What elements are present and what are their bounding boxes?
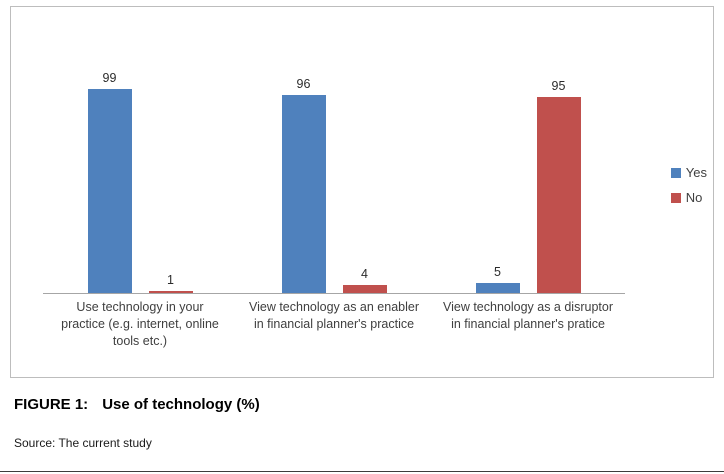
legend-swatch-icon bbox=[670, 192, 681, 203]
bar-yes: 96 bbox=[281, 77, 326, 293]
category-label: View technology as a disruptor in financ… bbox=[431, 299, 625, 350]
legend-item-no: No bbox=[670, 190, 707, 205]
legend-swatch-icon bbox=[670, 167, 681, 178]
bottom-divider bbox=[0, 471, 724, 472]
bar-yes: 99 bbox=[87, 71, 132, 293]
bar bbox=[281, 95, 326, 293]
bar-group: 99 1 bbox=[43, 71, 237, 293]
figure-caption: FIGURE 1: Use of technology (%) bbox=[14, 396, 260, 413]
bar-value-label: 5 bbox=[494, 264, 501, 279]
figure-caption-label: FIGURE 1: bbox=[14, 396, 89, 413]
bar-value-label: 96 bbox=[296, 77, 311, 92]
chart-frame: 99 1 96 4 5 95 Use technology in your practic… bbox=[10, 6, 714, 378]
bar-value-label: 95 bbox=[551, 79, 566, 94]
bar bbox=[87, 89, 132, 293]
legend-label: Yes bbox=[685, 165, 707, 180]
category-label-text: View technology as a disruptor in financ… bbox=[442, 300, 613, 331]
bar-group: 5 95 bbox=[431, 79, 625, 293]
bar-no: 1 bbox=[148, 273, 193, 293]
legend: Yes No bbox=[670, 165, 707, 205]
legend-item-yes: Yes bbox=[670, 165, 707, 180]
figure-caption-text: Use of technology (%) bbox=[102, 396, 260, 413]
category-label: View technology as an enabler in financi… bbox=[237, 299, 431, 350]
bar bbox=[342, 284, 387, 293]
category-label-text: Use technology in your practice (e.g. in… bbox=[61, 300, 219, 348]
bar bbox=[536, 97, 581, 293]
bar-group: 96 4 bbox=[237, 77, 431, 293]
bar bbox=[148, 290, 193, 293]
legend-label: No bbox=[685, 190, 703, 205]
figure-source: Source: The current study bbox=[14, 436, 152, 450]
plot-area: 99 1 96 4 5 95 bbox=[43, 71, 625, 294]
bar-no: 4 bbox=[342, 267, 387, 293]
category-axis: Use technology in your practice (e.g. in… bbox=[43, 299, 625, 350]
bar-no: 95 bbox=[536, 79, 581, 293]
category-label: Use technology in your practice (e.g. in… bbox=[43, 299, 237, 350]
bar-yes: 5 bbox=[475, 265, 520, 293]
bar-value-label: 1 bbox=[167, 272, 174, 287]
category-label-text: View technology as an enabler in financi… bbox=[248, 300, 420, 331]
bar-value-label: 99 bbox=[102, 71, 117, 86]
bar bbox=[475, 282, 520, 293]
bar-value-label: 4 bbox=[361, 266, 368, 281]
